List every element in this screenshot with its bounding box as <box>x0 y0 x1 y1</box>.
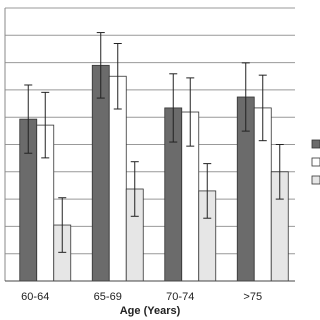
x-axis-label: Age (Years) <box>120 305 181 317</box>
legend-swatch <box>311 157 320 167</box>
error-bar <box>58 197 67 253</box>
error-bar <box>241 62 250 132</box>
error-bar <box>203 163 212 219</box>
error-bar <box>113 42 122 110</box>
error-bar <box>24 84 33 154</box>
x-tick-label: >75 <box>243 291 262 303</box>
error-bar <box>186 77 195 147</box>
error-bar <box>275 144 284 200</box>
error-bar <box>41 91 50 159</box>
x-tick-label: 60-64 <box>21 291 49 303</box>
legend-swatch <box>311 175 320 185</box>
x-tick-label: 70-74 <box>166 291 194 303</box>
error-bar <box>130 161 139 217</box>
error-bar <box>169 73 178 143</box>
legend-swatch <box>311 139 320 149</box>
error-bar <box>96 32 105 99</box>
x-tick-label: 65-69 <box>94 291 122 303</box>
error-bar <box>258 74 267 142</box>
